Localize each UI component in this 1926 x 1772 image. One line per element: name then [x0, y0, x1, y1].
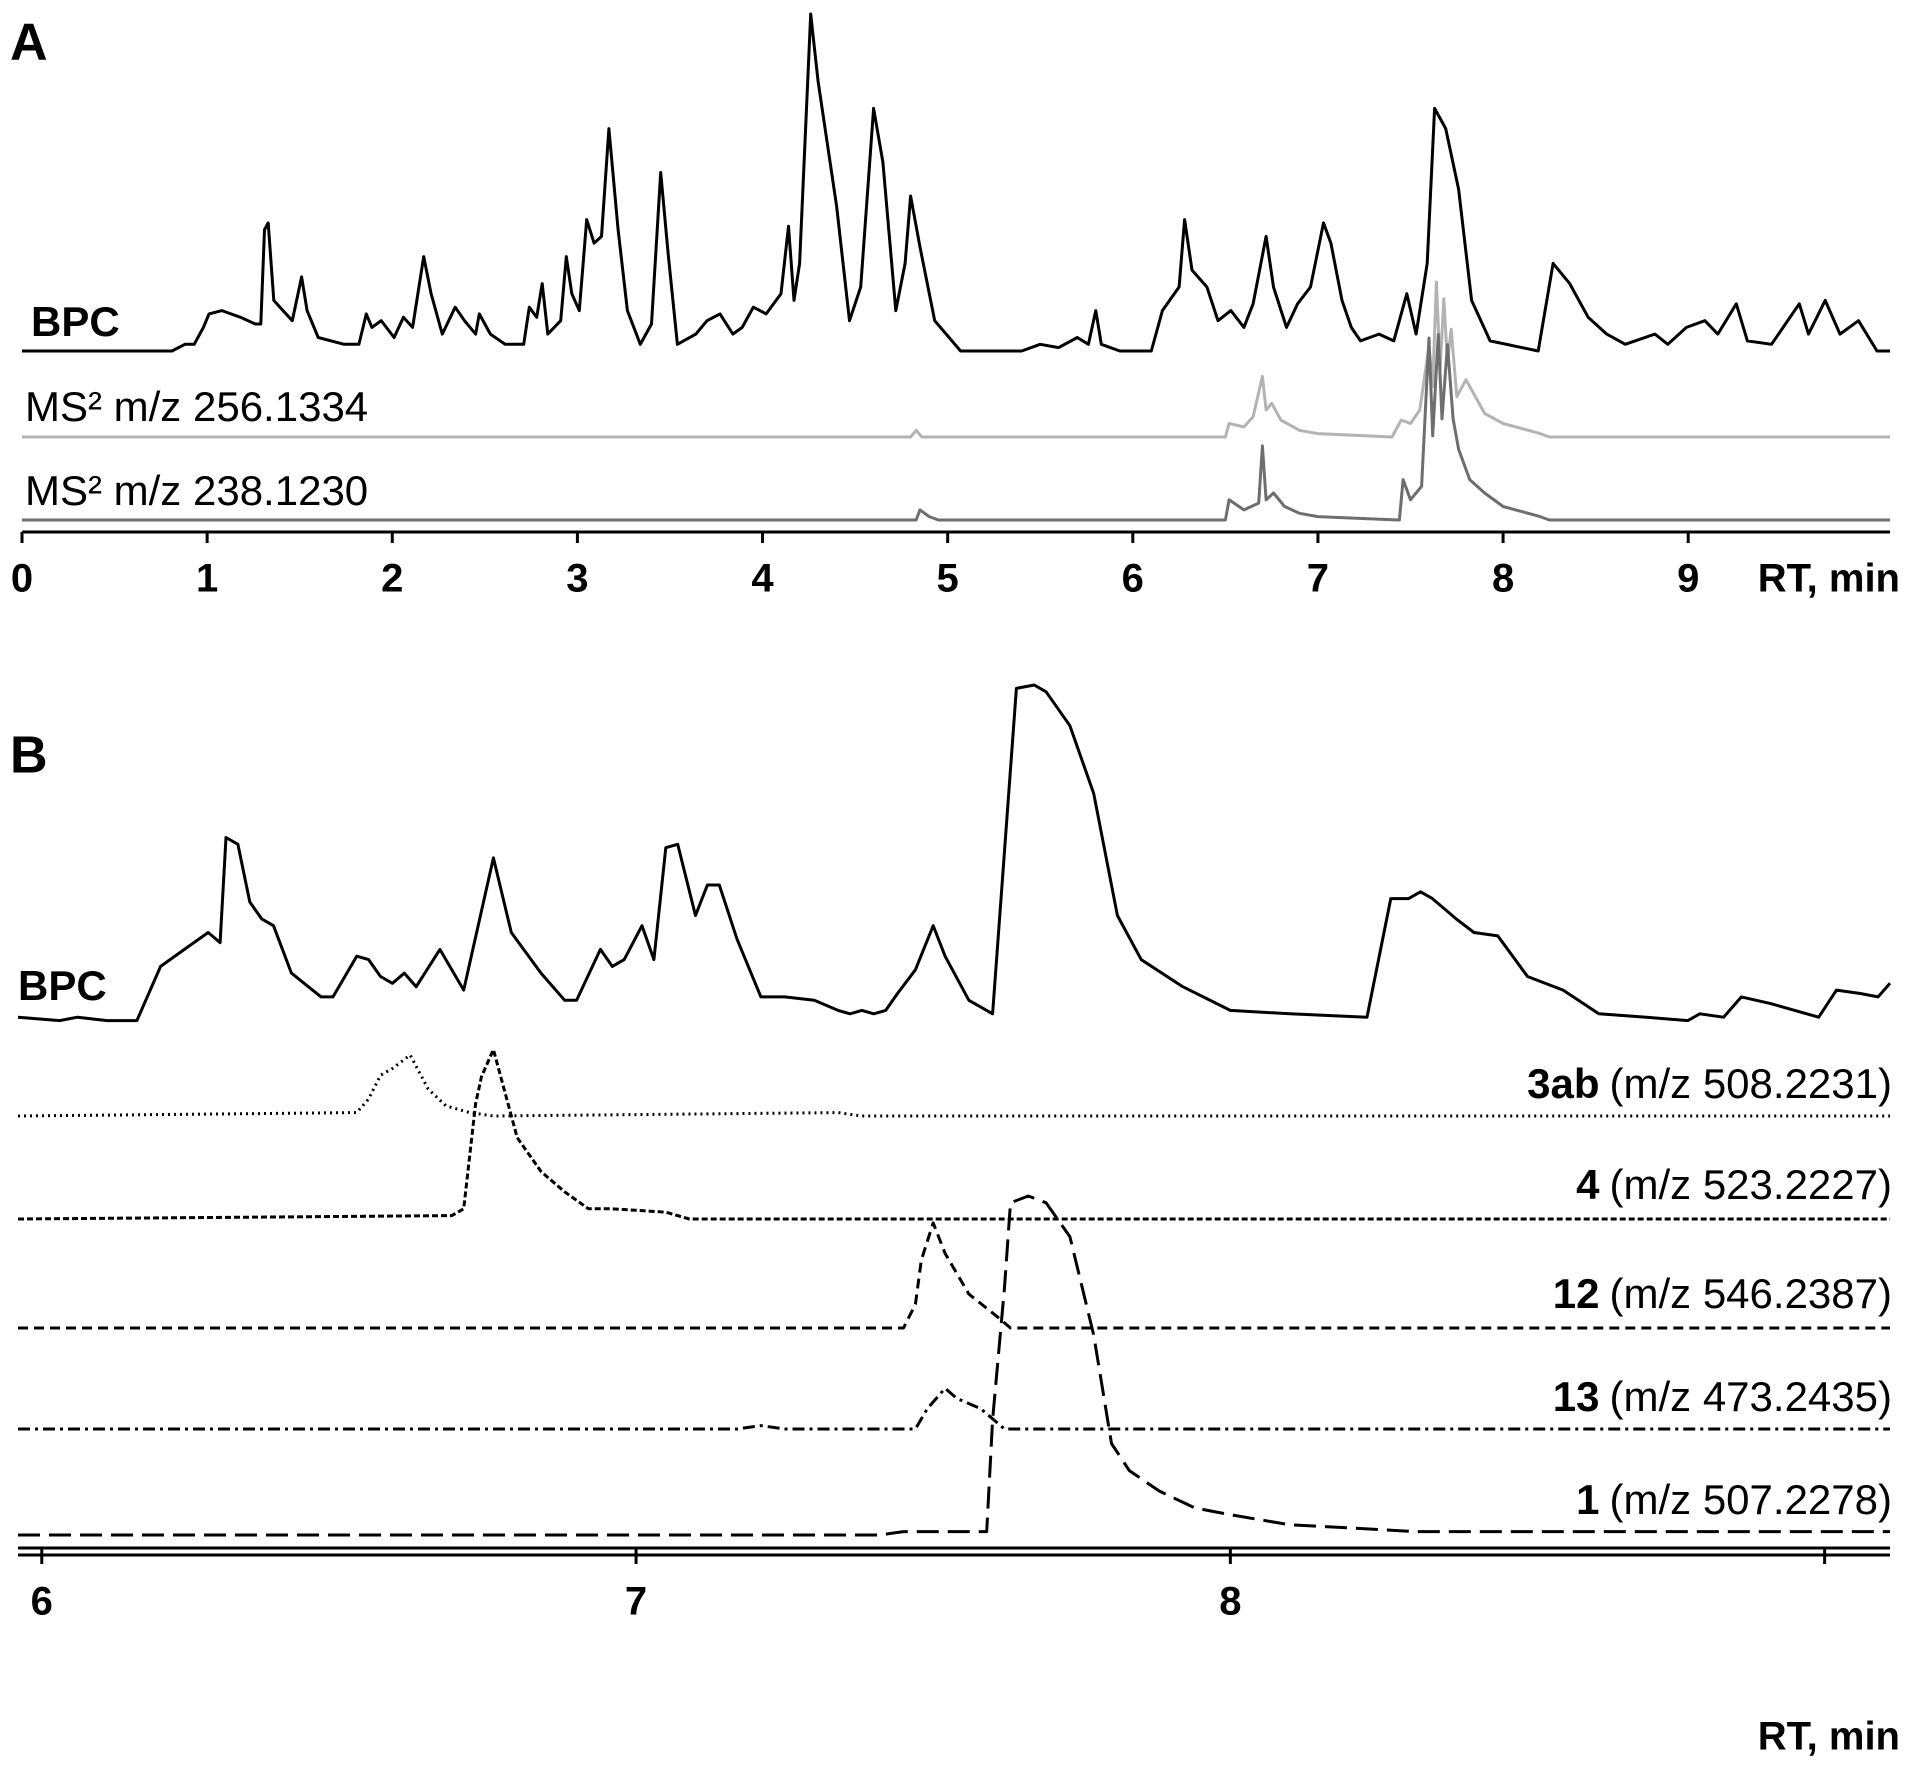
trace-name: 1 [1576, 1476, 1599, 1523]
trace-label: MS² m/z 256.1334 [25, 383, 368, 430]
x-tick-label: 5 [937, 557, 959, 601]
trace-ion: (m/z 508.2231) [1610, 1060, 1892, 1107]
trace [18, 1194, 1890, 1537]
trace-name: BPC [31, 298, 120, 345]
trace [22, 333, 1890, 522]
x-tick-label: 8 [1492, 557, 1514, 601]
trace-label: BPC [18, 962, 107, 1009]
x-tick-label: 6 [1122, 557, 1144, 601]
trace-label: 4 (m/z 523.2227) [1576, 1161, 1892, 1208]
x-tick-label: 8 [1219, 1580, 1241, 1624]
trace [18, 1221, 1890, 1330]
x-tick-label: 9 [1677, 557, 1699, 601]
trace-label: 13 (m/z 473.2435) [1553, 1373, 1892, 1420]
trace-ion: (m/z 507.2278) [1610, 1476, 1892, 1523]
trace-label: 12 (m/z 546.2387) [1553, 1270, 1892, 1317]
trace [18, 1386, 1890, 1431]
trace-label: MS² m/z 238.1230 [25, 467, 368, 514]
trace [17, 683, 1892, 1023]
trace [22, 12, 1890, 353]
trace-name: MS² m/z 238.1230 [25, 467, 368, 514]
trace-label: 1 (m/z 507.2278) [1576, 1476, 1892, 1523]
x-axis-label: RT, min [1758, 557, 1900, 601]
x-tick-label: 6 [31, 1580, 53, 1624]
trace-name: 12 [1553, 1270, 1600, 1317]
trace-name: 13 [1553, 1373, 1600, 1420]
trace-name: 3ab [1527, 1060, 1599, 1107]
x-tick-label: 0 [11, 557, 33, 601]
trace [17, 1053, 1890, 1118]
trace [17, 1048, 1890, 1221]
panel-label: B [10, 727, 48, 785]
trace [22, 280, 1890, 439]
x-tick-label: 4 [751, 557, 774, 601]
x-axis-label: RT, min [1758, 1715, 1900, 1759]
x-tick-label: 1 [196, 557, 218, 601]
x-tick-label: 3 [566, 557, 588, 601]
trace-name: MS² m/z 256.1334 [25, 383, 368, 430]
trace-ion: (m/z 523.2227) [1610, 1161, 1892, 1208]
trace-label: BPC [31, 298, 120, 345]
trace-ion: (m/z 473.2435) [1610, 1373, 1892, 1420]
panel-label: A [10, 14, 48, 72]
trace-name: 4 [1576, 1161, 1600, 1208]
x-tick-label: 7 [1307, 557, 1329, 601]
x-tick-label: 7 [625, 1580, 647, 1624]
trace-name: BPC [18, 962, 107, 1009]
trace-ion: (m/z 546.2387) [1610, 1270, 1892, 1317]
x-tick-label: 2 [381, 557, 403, 601]
trace-label: 3ab (m/z 508.2231) [1527, 1060, 1892, 1107]
